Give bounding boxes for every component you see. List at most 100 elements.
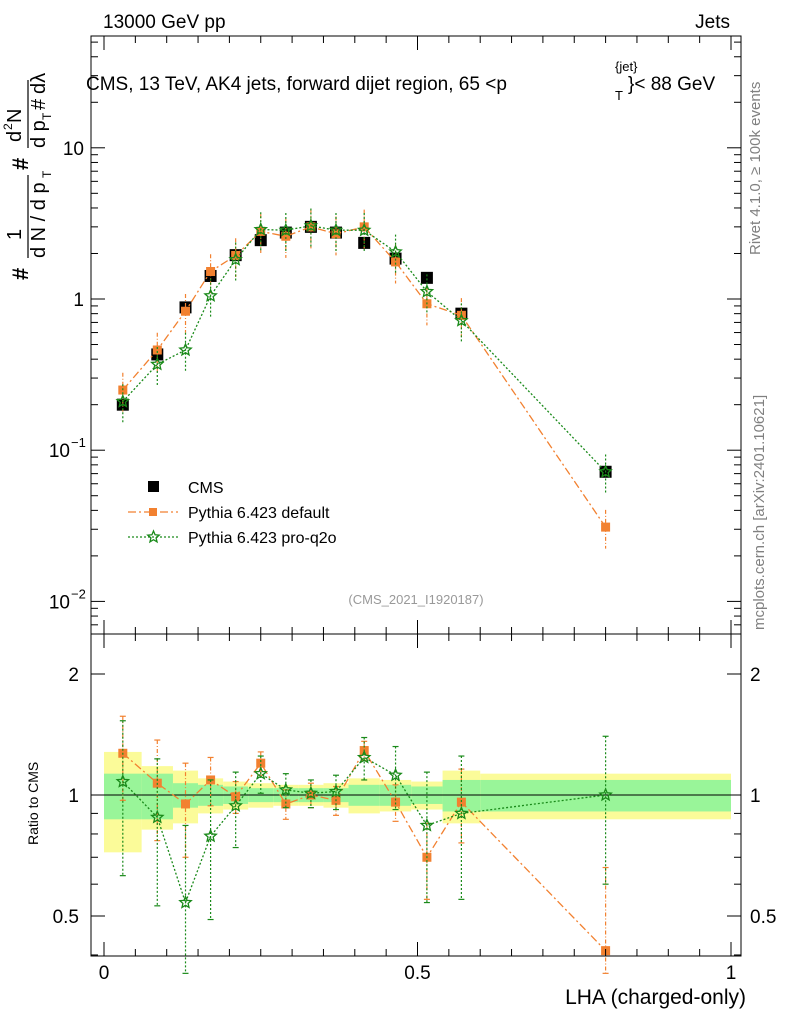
proq2o-main-point [115,393,131,408]
x-tick-label: 1 [726,963,737,984]
ratio-ytick-label: 2 [68,665,79,686]
default-main-point [601,522,611,532]
main-ytick-base: 10 [49,592,70,613]
ratio-ytick-label-right: 1 [750,786,761,807]
default-ratio-point [391,797,401,807]
ylabel-d2n-sup: 2 [1,123,15,130]
ylabel-frac-1: 1 [4,229,26,240]
proq2o-ratio-point [178,894,193,909]
main-ytick-label: 10 −1 [49,435,86,462]
legend-default-label: Pythia 6.423 default [188,505,330,522]
proq2o-main-point [203,288,218,303]
default-ratio-point [181,799,191,809]
default-main-point [391,257,401,267]
legend-cms-label: CMS [188,480,224,497]
plot-title: CMS, 13 TeV, AK4 jets, forward dijet reg… [86,59,715,103]
proq2o-main-point [149,356,165,371]
plot-title-end: }< 88 GeV [628,74,715,95]
proq2o-main-line [122,225,607,473]
plot-title-sup: {jet} [615,59,638,74]
x-tick-label: 0.5 [404,963,430,984]
default-main-line [122,226,607,528]
ratio-ytick-label: 0.5 [53,907,79,928]
main-ytick-base: 10 [49,441,70,462]
proq2o-ratio-point [419,817,435,832]
ylabel-d2n: d [4,131,26,142]
ylabel-hash-3: # [28,98,50,110]
ylabel-dn: d N / d p [28,182,50,258]
legend: CMS Pythia 6.423 default Pythia 6.423 pr… [128,480,337,547]
proq2o-ratio-point [598,787,613,802]
proq2o-ratio-point [228,798,243,813]
proq2o-ratio-point [388,767,403,782]
proq2o-main-point [278,222,294,237]
plot-title-sub: T [615,88,623,103]
proq2o-ratio-point [328,783,344,798]
main-ytick-exp: −1 [71,435,86,450]
default-ratio-point [256,758,266,768]
default-main-point [281,231,291,241]
analysis-id: (CMS_2021_I1920187) [348,592,483,607]
ratio-ylabel: Ratio to CMS [25,762,41,845]
default-main-point [256,226,266,236]
main-ytick-base: 1 [73,290,84,311]
default-main-point [152,345,162,355]
ratio-ytick-label-right: 0.5 [750,907,776,928]
legend-cms-marker [148,481,159,492]
default-main-point [206,267,216,277]
proq2o-main-point [228,251,243,266]
proq2o-main-point [388,244,403,259]
proq2o-ratio-point [356,749,372,764]
plot-title-prefix: CMS, 13 TeV, AK4 jets, forward dijet reg… [86,74,507,95]
proq2o-main-point [303,218,319,233]
proq2o-main-point [253,221,269,236]
category-label: Jets [695,12,730,33]
ylabel-t-sub: T [40,170,54,178]
legend-proq2o-star [146,529,161,544]
proq2o-ratio-point [454,805,469,820]
mcplots-label: mcplots.cern.ch [arXiv:2401.10621] [751,395,768,630]
legend-default-marker [149,508,157,516]
proq2o-main-point [454,312,469,327]
rivet-label: Rivet 4.1.0, ≥ 100k events [747,82,764,255]
x-axis-label: LHA (charged-only) [565,986,746,1009]
main-ytick-base: 10 [63,139,84,160]
proq2o-ratio-line [122,756,606,905]
proq2o-main-point [328,222,344,237]
main-ytick-label: 1 [73,290,84,311]
main-ytick-exp: −2 [71,586,86,601]
cms-data-point [420,271,433,284]
ylabel-hash-2: # [8,158,33,170]
default-ratio-point [281,799,291,809]
proq2o-main-point [419,283,435,298]
plot-title-main: CMS, 13 TeV, AK4 jets, forward dijet reg… [86,74,507,95]
cms-data-point [254,234,267,247]
main-ytick-label: 10 −2 [49,586,86,613]
default-main-point [181,306,191,316]
proq2o-ratio-point [303,785,319,800]
main-ylabel: # 1 d N / d p T # d 2 N d p T # dλ [1,73,54,280]
energy-label: 13000 GeV pp [103,12,226,33]
ratio-plot-pad: 0.5 0.5 1 1 2 2 0 0.5 1 [53,633,776,984]
legend-proq2o-marker [146,529,161,544]
ylabel-dpt: d p [28,120,50,148]
default-main-point [306,222,316,232]
proq2o-main-point [598,464,613,479]
ylabel-t-sub-2: T [40,112,54,120]
ylabel-dlambda: dλ [28,73,50,94]
proq2o-ratio-point [115,773,131,788]
proq2o-ratio-point [149,809,165,824]
ylabel-hash-1: # [8,268,33,280]
default-ratio-point [456,797,466,807]
ratio-ytick-label-right: 2 [750,665,761,686]
proq2o-ratio-point [203,828,218,843]
ylabel-d2n-n: N [4,109,26,123]
proq2o-ratio-point [278,782,294,797]
ratio-ytick-label: 1 [68,786,79,807]
main-ytick-label: 10 [63,139,84,160]
proq2o-ratio-point [253,765,269,780]
default-ratio-point [306,790,316,800]
x-tick-label: 0 [99,963,110,984]
